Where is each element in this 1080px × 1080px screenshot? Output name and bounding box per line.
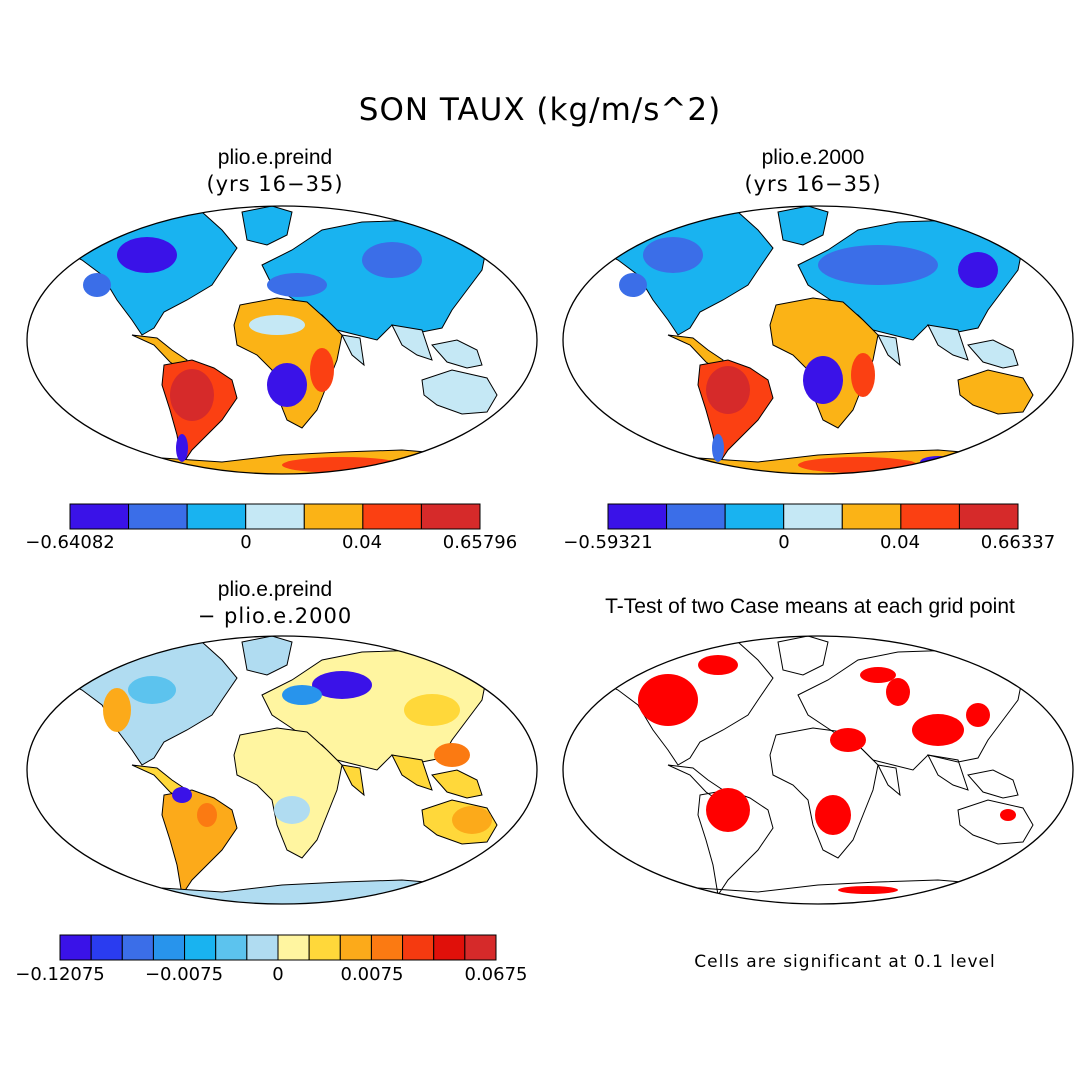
map-panel3 xyxy=(27,636,537,904)
cb3-segment-4 xyxy=(184,934,217,961)
cb1-segment-3 xyxy=(245,503,305,530)
cb3-label-3: 0.0075 xyxy=(340,964,404,985)
cb3-segment-7 xyxy=(277,934,310,961)
cb1-segment-6 xyxy=(420,503,481,530)
cb1-label-1: 0 xyxy=(240,532,252,553)
cb2-label-0: −0.59321 xyxy=(563,532,653,553)
cb2-segment-3 xyxy=(783,503,843,530)
figure-title: SON TAUX (kg/m/s^2) xyxy=(358,92,722,128)
cb2-segment-5 xyxy=(900,503,960,530)
cb3-segment-10 xyxy=(370,934,404,961)
cb3-segment-6 xyxy=(246,934,279,961)
cb2-label-1: 0 xyxy=(778,532,790,553)
map-panel1 xyxy=(27,206,537,474)
cb3-segment-5 xyxy=(215,934,248,961)
cb1-segment-1 xyxy=(128,503,188,530)
cb2-segment-2 xyxy=(724,503,785,530)
cb2-label-3: 0.66337 xyxy=(980,532,1056,553)
colorbar-panel1 xyxy=(69,503,481,530)
map-panel3-border xyxy=(26,635,538,905)
significance-note: Cells are significant at 0.1 level xyxy=(694,952,996,972)
cb2-segment-0 xyxy=(607,503,668,530)
cb3-label-1: −0.0075 xyxy=(144,964,224,985)
cb3-segment-12 xyxy=(433,934,466,961)
cb2-segment-6 xyxy=(958,503,1019,530)
cb3-segment-1 xyxy=(90,934,123,961)
cb3-label-0: −0.12075 xyxy=(15,964,105,985)
colorbar-panel3 xyxy=(59,934,497,961)
cb2-segment-1 xyxy=(666,503,726,530)
cb1-label-0: −0.64082 xyxy=(25,532,115,553)
panel3-subtitle: − plio.e.2000 xyxy=(197,604,353,628)
cb1-segment-0 xyxy=(69,503,130,530)
panel4-title: T-Test of two Case means at each grid po… xyxy=(605,595,1015,618)
cb3-segment-3 xyxy=(152,934,186,961)
panel1-subtitle: (yrs 16−35) xyxy=(206,172,344,196)
cb1-label-3: 0.65796 xyxy=(442,532,518,553)
panel2-title: plio.e.2000 xyxy=(761,146,865,169)
map-panel4 xyxy=(563,636,1073,904)
panel3-title: plio.e.preind xyxy=(217,578,333,601)
panel2-subtitle: (yrs 16−35) xyxy=(744,172,882,196)
cb1-segment-2 xyxy=(186,503,247,530)
cb3-segment-0 xyxy=(59,934,92,961)
cb1-segment-5 xyxy=(362,503,422,530)
map-panel1-border xyxy=(26,205,538,475)
cb3-segment-8 xyxy=(308,934,341,961)
cb3-label-2: 0 xyxy=(272,964,284,985)
cb3-segment-2 xyxy=(121,934,154,961)
colorbar-panel2 xyxy=(607,503,1019,530)
map-panel2 xyxy=(563,206,1073,474)
cb1-label-2: 0.04 xyxy=(341,532,383,553)
cb2-segment-4 xyxy=(841,503,902,530)
map-panel4-border xyxy=(562,635,1074,905)
map-panel2-border xyxy=(562,205,1074,475)
cb2-label-2: 0.04 xyxy=(879,532,921,553)
cb1-segment-4 xyxy=(303,503,364,530)
cb3-segment-13 xyxy=(464,934,497,961)
cb3-label-4: 0.0675 xyxy=(464,964,528,985)
cb3-segment-9 xyxy=(339,934,372,961)
cb3-segment-11 xyxy=(402,934,435,961)
panel1-title: plio.e.preind xyxy=(217,146,333,169)
